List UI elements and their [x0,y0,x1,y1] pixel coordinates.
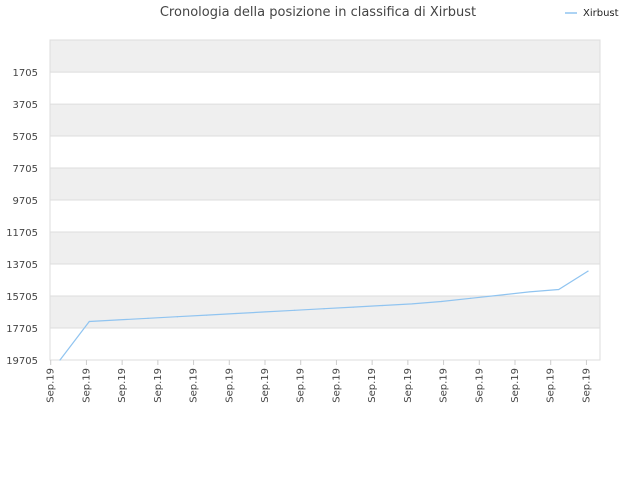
plot-band [50,232,600,265]
plot-band [50,168,600,201]
x-tick-label: Sep.19 [153,368,164,403]
plot-band [50,72,600,105]
data-point [323,308,325,310]
data-point [470,297,472,299]
x-tick-label: Sep.19 [510,368,521,403]
data-point [206,314,208,316]
data-point [440,300,442,303]
y-tick-label: 15705 [6,292,38,303]
series-group [59,270,589,361]
plot-background [49,39,601,361]
x-tick-label: Sep.19 [546,368,557,403]
y-tick-label: 17705 [6,324,38,335]
plot-band [50,104,600,137]
data-point [176,316,178,318]
data-point [558,288,560,291]
plot-band [50,296,600,329]
y-axis: 1705 3705 5705 7705 9705 11705 13705 15705 17705… [6,68,38,367]
data-point [411,303,413,305]
y-tick-label: 3705 [13,100,38,111]
x-tick-label: Sep.19 [474,368,485,403]
data-point [352,306,354,308]
y-tick-label: 11705 [6,228,38,239]
x-axis: Sep.19 Sep.19 Sep.19 Sep.19 Sep.19 Sep.19 Sep.… [46,360,592,403]
legend-label: Xirbust [583,8,619,19]
y-tick-label: 19705 [6,356,38,367]
chart-title: Cronologia della posizione in classifica… [160,5,476,20]
y-tick-label: 1705 [13,68,38,79]
x-tick-label: Sep.19 [331,368,342,403]
data-point [499,294,501,296]
plot-band [50,136,600,169]
x-tick-label: Sep.19 [81,368,92,403]
x-tick-label: Sep.19 [581,368,592,403]
legend[interactable]: Xirbust [565,8,619,19]
x-tick-label: Sep.19 [46,368,57,403]
y-tick-label: 7705 [13,164,38,175]
data-point [88,320,90,323]
x-tick-label: Sep.19 [117,368,128,403]
plot-band [50,264,600,297]
data-point [382,304,384,307]
plot-band [50,328,600,360]
x-tick-label: Sep.19 [296,368,307,403]
data-point [587,270,589,272]
x-tick-label: Sep.19 [260,368,271,403]
x-tick-label: Sep.19 [367,368,378,403]
x-tick-label: Sep.19 [403,368,414,403]
data-point [235,312,237,315]
data-point [147,317,149,319]
y-tick-label: 5705 [13,132,38,143]
x-tick-label: Sep.19 [189,368,200,403]
data-point [118,319,120,321]
data-point [294,309,296,311]
y-tick-label: 9705 [13,196,38,207]
data-point [59,359,61,361]
data-point [264,311,266,313]
data-point [528,291,530,293]
x-tick-label: Sep.19 [439,368,450,403]
y-tick-label: 13705 [6,260,38,271]
plot-band [50,200,600,233]
x-tick-label: Sep.19 [224,368,235,403]
plot-band [50,40,600,73]
